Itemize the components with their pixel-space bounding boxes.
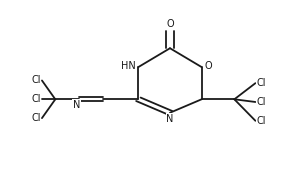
Text: O: O bbox=[166, 19, 174, 29]
Text: N: N bbox=[72, 100, 80, 110]
Text: Cl: Cl bbox=[31, 113, 41, 123]
Text: Cl: Cl bbox=[31, 75, 41, 85]
Text: Cl: Cl bbox=[257, 78, 266, 88]
Text: Cl: Cl bbox=[257, 97, 266, 107]
Text: Cl: Cl bbox=[31, 94, 41, 104]
Text: O: O bbox=[204, 61, 212, 71]
Text: Cl: Cl bbox=[257, 116, 266, 126]
Text: HN: HN bbox=[121, 61, 136, 71]
Text: N: N bbox=[166, 114, 174, 124]
